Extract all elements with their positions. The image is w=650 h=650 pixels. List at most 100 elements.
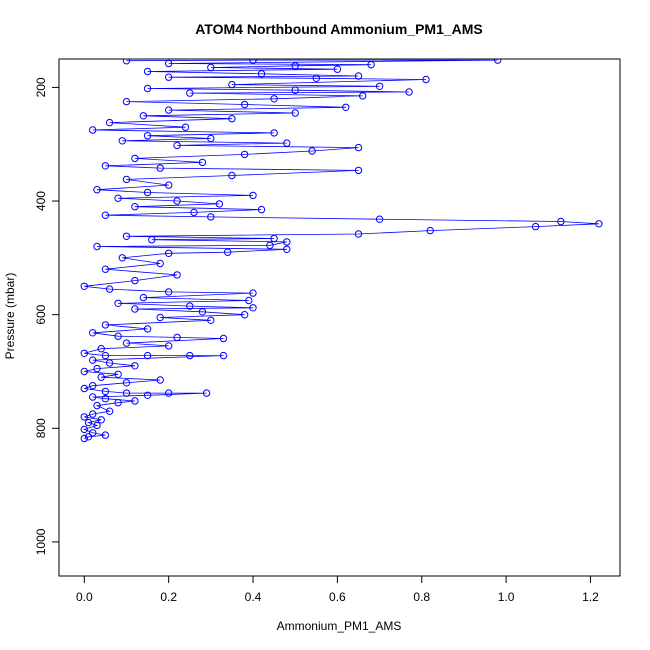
data-point [367,60,375,69]
data-point [219,334,228,343]
data-point [101,265,110,273]
data-point [114,399,122,407]
data-point [190,208,198,217]
data-point [156,259,164,268]
series-line [83,59,599,439]
data-point [93,364,101,373]
data-point [422,75,430,84]
data-point [186,351,194,360]
data-point [143,132,152,140]
data-point [354,230,363,238]
data-point [80,413,89,421]
data-point [118,254,127,262]
x-axis: 0.0 0.2 0.4 0.6 0.8 1.0 1.2 [76,575,599,604]
data-point [101,321,110,329]
data-point [354,143,363,152]
data-point [165,249,173,258]
data-point [207,134,215,143]
data-point [131,276,139,285]
data-point [228,115,236,123]
data-point [93,186,101,194]
data-point [165,73,173,81]
data-point [105,359,114,367]
data-point [122,232,131,241]
data-point [186,302,194,310]
data-point [89,429,97,437]
x-tick-label: 0.8 [413,590,430,604]
data-point [114,299,122,307]
x-tick-label: 0.0 [76,590,93,604]
data-point [342,103,350,112]
data-point [215,200,224,208]
data-point [80,367,89,376]
data-point [494,59,502,64]
data-point [240,100,249,109]
data-point [105,285,114,293]
data-point [80,434,89,443]
data-point [531,222,540,231]
data-point [283,139,291,147]
data-point [173,141,181,150]
data-point [89,329,97,337]
data-point [143,67,152,76]
data-point [131,397,139,405]
data-point [375,215,384,223]
data-point [224,248,232,256]
x-tick-label: 1.2 [582,590,599,604]
data-point [207,316,215,324]
data-point [173,271,181,279]
data-point [354,72,363,80]
data-point [143,351,152,360]
data-point [139,293,148,302]
data-point [143,391,152,399]
data-point [122,339,131,347]
data-point [207,213,215,221]
data-point [143,325,152,333]
data-point [354,166,363,175]
data-point [359,92,367,100]
data-point [143,188,152,197]
data-point [80,349,89,357]
data-point [156,164,164,172]
data-point [89,410,97,418]
data-point [89,356,97,364]
data-point [291,109,299,117]
data-point [122,389,131,397]
data-point [114,332,122,340]
data-point [93,401,101,410]
data-point [595,220,603,228]
data-point [89,382,97,390]
data-point [114,194,122,202]
data-point [97,373,105,381]
data-point [143,84,152,93]
y-axis-label: Pressure (mbar) [3,273,17,360]
data-point [97,345,105,353]
data-point [101,387,110,396]
data-point [240,311,249,319]
data-point [557,217,565,226]
data-point [122,59,131,65]
data-point [101,351,110,360]
data-point [139,112,148,120]
data-point [105,407,114,415]
data-point [266,241,274,250]
data-point [165,59,173,68]
data-point [122,97,131,106]
data-point [308,147,316,155]
data-point [131,203,139,211]
data-point [165,342,173,350]
data-point [249,289,257,297]
data-point [312,74,320,83]
data-point [257,70,266,78]
plot-frame [58,58,621,577]
data-point [228,171,236,180]
data-point [375,82,384,91]
data-point [84,433,93,441]
data-point [270,234,278,243]
data-point [198,308,207,316]
data-point [122,379,131,387]
data-point [89,126,97,134]
data-point [156,313,164,322]
data-point [101,395,110,403]
